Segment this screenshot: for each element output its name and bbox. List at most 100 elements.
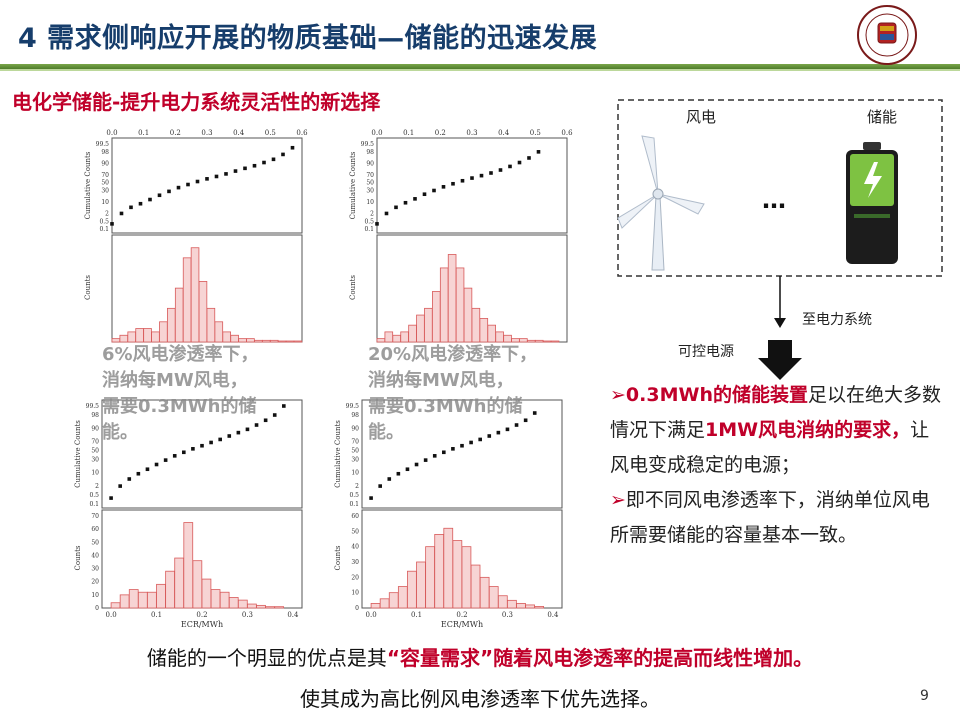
histogram-bar: [497, 595, 508, 609]
data-point: [384, 211, 389, 216]
x-tick-label: 0.1: [411, 611, 422, 619]
y-tick-label: 98: [366, 149, 374, 156]
y-tick-label: 10: [351, 590, 359, 597]
overlay-line: 20%风电渗透率下，: [368, 344, 538, 365]
histogram-bar: [495, 331, 504, 343]
data-point: [536, 150, 541, 154]
chart-6pct-cumulative-and-histogram: 0.0 0.1 0.2 0.3 0.4 0.5 0.60.10.52103050709098…: [84, 129, 308, 343]
histogram-bar: [159, 321, 168, 343]
y-tick-label: 40: [91, 552, 99, 559]
y-tick-label: 0.1: [364, 226, 374, 233]
x-tick-label: 0.5: [530, 129, 541, 137]
histogram-bar: [503, 334, 512, 343]
battery-icon: [846, 142, 898, 264]
data-point: [514, 423, 519, 427]
overlay-line: 能。: [368, 422, 404, 443]
x-axis-label: ECR/MWh: [181, 620, 223, 629]
overlay-20pct-text: 20%风电渗透率下， 消纳每MW风电， 需要0.3MWh的储 能。: [368, 342, 537, 446]
data-point: [236, 430, 241, 435]
data-point: [487, 434, 492, 438]
y-tick-label: 70: [91, 438, 99, 445]
histogram-bar: [262, 339, 271, 343]
y-tick-label: 99.5: [86, 403, 100, 410]
data-point: [163, 458, 168, 462]
data-point: [396, 471, 401, 476]
arrow-bullet-icon: ➢: [610, 489, 626, 511]
data-point: [523, 418, 528, 423]
y-axis-label: Counts: [74, 545, 82, 570]
y-axis-label: Cumulative Counts: [84, 151, 92, 219]
histogram-bar: [379, 598, 390, 609]
data-point: [218, 437, 222, 442]
title-divider-light: [0, 69, 960, 71]
data-point: [233, 169, 238, 173]
histogram-bar: [119, 334, 129, 343]
data-point: [118, 484, 122, 488]
histogram-bar: [127, 331, 136, 343]
page-number: 9: [920, 688, 929, 704]
data-point: [378, 484, 382, 488]
histogram-bar: [147, 591, 157, 609]
histogram-bar: [192, 560, 203, 609]
data-point: [110, 222, 114, 226]
y-tick-label: 98: [351, 412, 359, 419]
y-tick-label: 0.5: [364, 218, 374, 225]
page-title: 4 需求侧响应开展的物质基础—储能的迅速发展: [18, 23, 598, 54]
histogram-bar: [183, 522, 194, 609]
data-point: [271, 157, 276, 162]
y-axis-label: Cumulative Counts: [334, 420, 342, 488]
y-tick-label: 2: [105, 210, 109, 217]
histogram-bar: [432, 291, 441, 343]
bullet-text: 即不同风电渗透率下，消纳单位风电所需要储能的容量基本一致。: [610, 489, 930, 546]
data-point: [478, 437, 482, 442]
y-tick-label: 70: [366, 172, 374, 179]
x-tick-label: 0.0: [106, 129, 117, 137]
y-tick-label: 10: [366, 199, 374, 206]
data-point: [403, 200, 408, 205]
data-point: [243, 166, 247, 171]
data-point: [442, 450, 446, 455]
histogram-bar: [397, 586, 408, 609]
histogram-bar: [471, 307, 481, 343]
y-tick-label: 30: [101, 188, 109, 195]
x-axis-label: ECR/MWh: [441, 620, 483, 629]
x-tick-label: 0.2: [170, 129, 181, 137]
x-tick-label: 0.2: [435, 129, 446, 137]
y-axis-label: Cumulative Counts: [74, 420, 82, 488]
data-point: [205, 177, 209, 181]
data-point: [489, 171, 493, 175]
y-tick-label: 2: [370, 210, 374, 217]
cumulative-plot-frame: [111, 137, 303, 234]
y-tick-label: 10: [101, 199, 109, 206]
bullet-item-1: ➢0.3MWh的储能装置足以在绝大多数情况下满足1MW风电消纳的要求，让风电变成…: [610, 378, 948, 483]
bullet-emphasis: 1MW风电消纳的要求，: [705, 419, 911, 441]
histogram-bar: [479, 576, 490, 609]
x-tick-label: 0.4: [547, 611, 559, 619]
histogram-bar: [479, 318, 489, 343]
y-tick-label: 50: [101, 180, 109, 187]
data-point: [498, 168, 503, 172]
x-tick-label: 0.1: [138, 129, 149, 137]
histogram-bar: [219, 591, 230, 609]
histogram-bar: [525, 604, 535, 609]
x-tick-label: 0.4: [233, 129, 245, 137]
data-point: [282, 404, 286, 408]
histogram-bar: [470, 564, 481, 609]
y-tick-label: 30: [351, 559, 359, 566]
data-point: [470, 176, 474, 180]
histogram-bar: [214, 321, 224, 343]
histogram-bar: [201, 578, 212, 609]
chart-bottom-left-cumulative-and-histogram: 0.1 0.5 2 10 30 50 70 90 98 99.5 Cumulative Counts…: [74, 399, 303, 629]
overlay-line: 需要0.3MWh的储: [368, 396, 523, 417]
y-tick-label: 0.1: [99, 226, 109, 233]
histogram-bar: [424, 307, 433, 343]
y-tick-label: 0.5: [89, 492, 99, 499]
chart-20pct-cumulative-and-histogram: 0.0 0.1 0.2 0.3 0.4 0.5 0.60.10.52103050709098…: [349, 129, 573, 343]
data-point: [432, 188, 436, 193]
down-arrow-icon: [758, 340, 802, 380]
data-point: [527, 156, 531, 160]
title-divider: [0, 64, 960, 69]
data-point: [136, 471, 141, 476]
histogram-bar: [384, 331, 394, 343]
x-tick-label: 0.1: [151, 611, 162, 619]
